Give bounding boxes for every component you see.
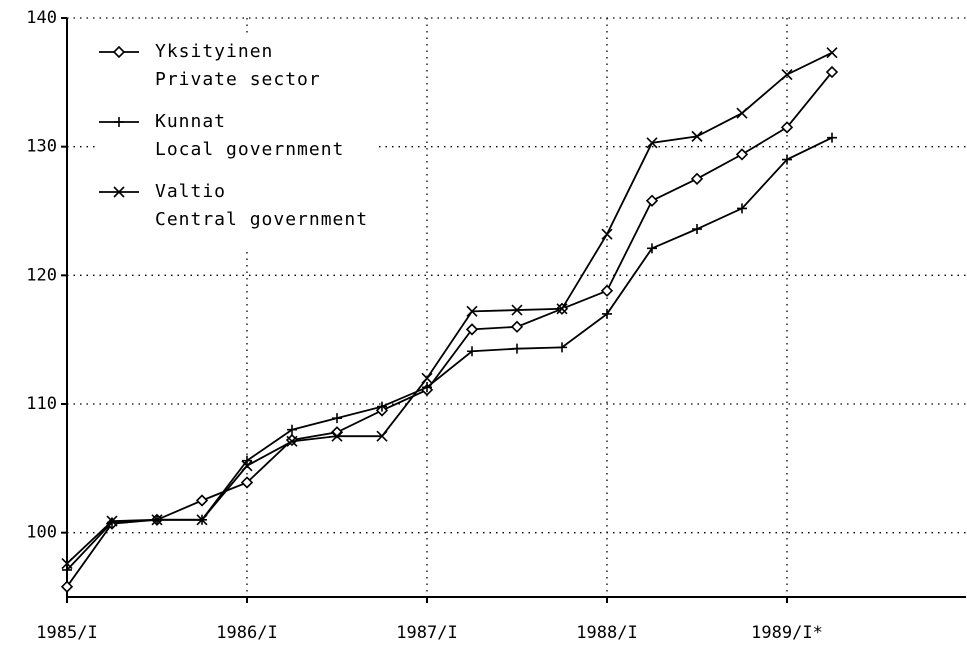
marker (112, 45, 126, 59)
marker (781, 69, 793, 81)
marker (512, 343, 522, 354)
marker (196, 514, 208, 526)
marker (377, 401, 387, 412)
marker (826, 47, 838, 59)
marker (466, 305, 478, 317)
marker (240, 476, 254, 489)
x-tick-label: 1986/I (216, 623, 277, 643)
marker (241, 460, 253, 472)
marker (556, 303, 568, 315)
marker (287, 424, 297, 435)
marker (195, 494, 209, 507)
x-tick-label: 1987/I (396, 623, 457, 643)
marker (61, 557, 73, 570)
legend-swatch (99, 117, 139, 127)
y-tick-label: 140 (26, 8, 57, 28)
x-tick-label: 1989/I* (751, 623, 823, 643)
legend-item: Kunnat Local government (97, 108, 368, 164)
marker (646, 137, 658, 149)
marker (691, 130, 703, 142)
y-tick-label: 120 (26, 265, 57, 285)
marker (510, 320, 524, 333)
marker (286, 435, 298, 447)
marker (467, 346, 477, 357)
y-tick-label: 100 (26, 523, 57, 543)
series-line (66, 71, 833, 588)
marker (825, 65, 839, 79)
legend-label: Valtio Central government (155, 181, 369, 230)
marker (465, 323, 479, 336)
marker (782, 154, 792, 165)
marker (511, 304, 523, 316)
marker (376, 430, 388, 442)
marker (331, 430, 343, 442)
legend-swatch (99, 186, 139, 198)
marker (737, 203, 747, 214)
x-tick-label: 1985/I (36, 623, 97, 643)
marker (60, 580, 74, 593)
marker (692, 224, 702, 235)
marker (107, 517, 117, 528)
marker (151, 514, 163, 526)
y-tick-label: 130 (26, 137, 57, 157)
marker (422, 382, 432, 393)
legend-label: Yksityinen Private sector (155, 41, 321, 90)
marker (330, 426, 344, 439)
marker (242, 455, 252, 466)
marker (557, 342, 567, 353)
marker (736, 107, 748, 119)
series-line (66, 51, 833, 565)
marker (114, 117, 124, 127)
marker (113, 186, 125, 198)
marker (735, 148, 749, 161)
marker (827, 132, 837, 143)
legend: Yksityinen Private sector Kunnat Local go… (97, 34, 377, 252)
marker (601, 228, 613, 240)
legend-item: Valtio Central government (97, 178, 368, 234)
marker (690, 172, 704, 185)
marker (780, 121, 794, 134)
marker (332, 413, 342, 424)
legend-swatch (99, 45, 139, 59)
marker (106, 515, 118, 527)
marker (647, 243, 657, 254)
marker (421, 372, 433, 384)
y-tick-label: 110 (26, 394, 57, 414)
marker (645, 194, 659, 207)
marker (600, 284, 614, 297)
legend-label: Kunnat Local government (155, 111, 345, 160)
marker (602, 308, 612, 319)
x-tick-label: 1988/I (576, 623, 637, 643)
legend-item: Yksityinen Private sector (97, 38, 368, 94)
marker (62, 564, 72, 575)
